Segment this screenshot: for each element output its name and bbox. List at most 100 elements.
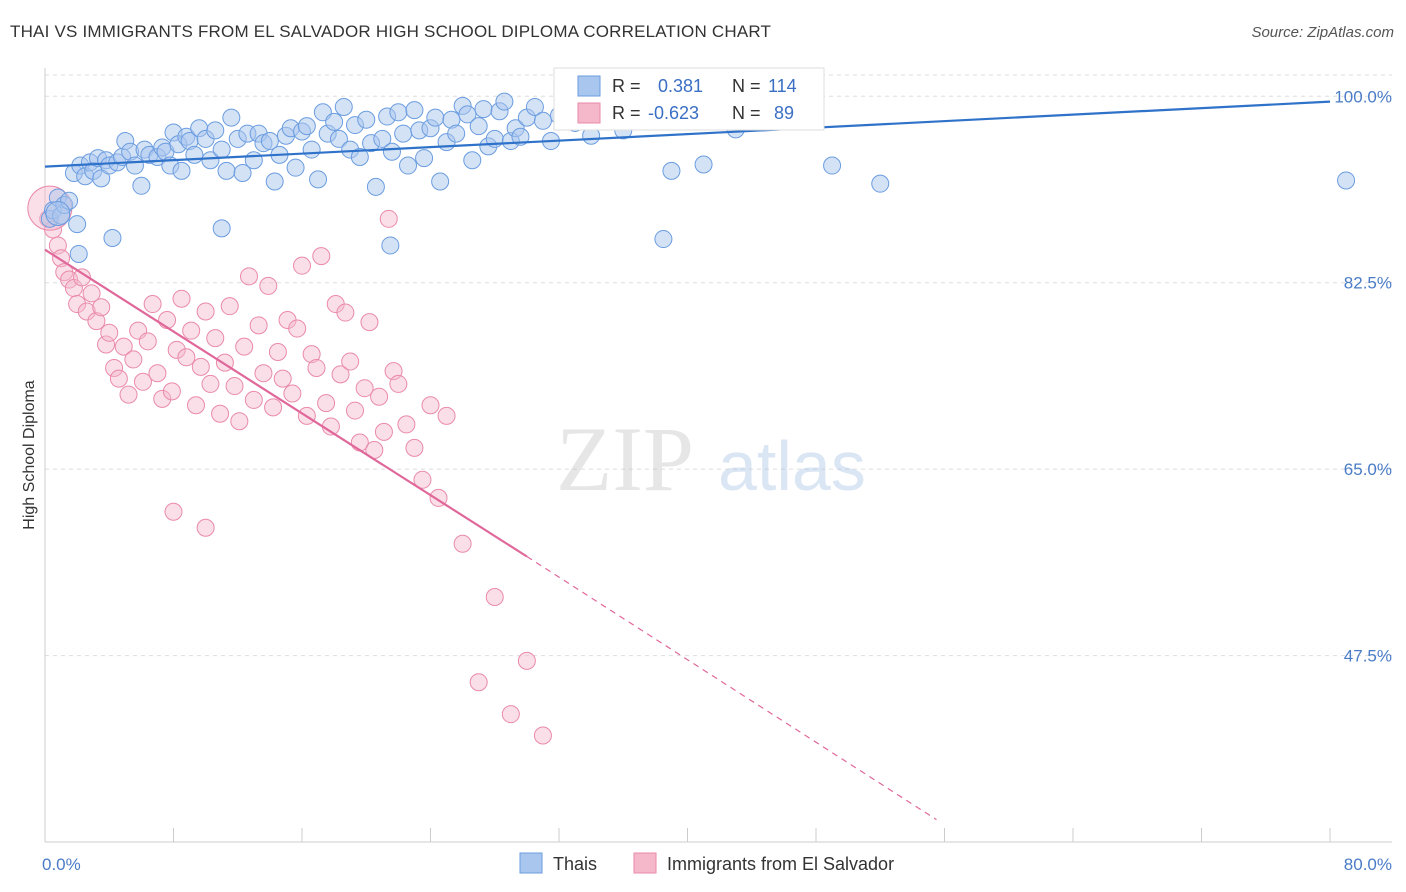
blue-point bbox=[325, 112, 344, 131]
pink-point bbox=[153, 389, 172, 408]
blue-point bbox=[334, 97, 353, 116]
pink-point bbox=[501, 705, 520, 724]
blue-point bbox=[68, 215, 87, 234]
blue-point bbox=[654, 230, 673, 249]
pink-point bbox=[293, 256, 311, 275]
x-tick-label: 0.0% bbox=[42, 855, 81, 874]
blue-point bbox=[185, 145, 204, 164]
pink-point bbox=[164, 502, 183, 521]
pink-point bbox=[517, 651, 536, 670]
pink-point bbox=[469, 673, 488, 692]
pink-point bbox=[273, 369, 292, 388]
pink-point bbox=[119, 385, 138, 404]
pink-point bbox=[138, 332, 157, 351]
watermark-zip: ZIP bbox=[556, 408, 694, 510]
pink-point bbox=[196, 302, 215, 321]
pink-point bbox=[87, 312, 106, 331]
blue-point bbox=[212, 140, 231, 159]
blue-point bbox=[302, 140, 321, 159]
pink-point bbox=[405, 438, 424, 457]
pink-point bbox=[172, 289, 191, 308]
pink-point bbox=[389, 374, 408, 393]
pink-point bbox=[206, 329, 225, 348]
legend-swatch-thais bbox=[519, 852, 543, 874]
pink-point bbox=[336, 303, 355, 322]
pink-point bbox=[331, 365, 350, 384]
blue-point bbox=[533, 111, 552, 130]
pink-point bbox=[124, 350, 143, 369]
pink-point bbox=[158, 311, 177, 330]
blue-point bbox=[389, 103, 408, 122]
pink-point bbox=[235, 337, 254, 356]
blue-point bbox=[373, 129, 392, 148]
blue-point bbox=[405, 101, 424, 120]
watermark: ZIP atlas bbox=[556, 408, 866, 510]
legend: Thais Immigrants from El Salvador bbox=[519, 852, 894, 874]
pink-point bbox=[77, 302, 96, 321]
pink-point bbox=[244, 390, 263, 409]
blue-point bbox=[222, 108, 241, 127]
stats-r-label-1: R = bbox=[612, 76, 641, 96]
pink-point bbox=[341, 352, 360, 371]
legend-label-thais: Thais bbox=[553, 854, 597, 874]
stats-n-value-1: 114 bbox=[768, 76, 797, 96]
pink-point bbox=[249, 316, 268, 335]
pink-point bbox=[485, 587, 504, 606]
blue-point bbox=[871, 174, 890, 193]
blue-point bbox=[357, 110, 376, 129]
pink-point bbox=[148, 364, 167, 383]
pink-point bbox=[360, 313, 379, 332]
pink-point bbox=[109, 369, 128, 388]
pink-point bbox=[201, 374, 220, 393]
blue-point bbox=[399, 156, 418, 175]
blue-point bbox=[662, 161, 681, 180]
x-tick-label: 80.0% bbox=[1344, 855, 1392, 874]
pink-point bbox=[97, 335, 116, 354]
pink-point bbox=[254, 364, 273, 383]
stats-n-label-1: N = bbox=[732, 76, 761, 96]
pink-point bbox=[264, 398, 283, 417]
pink-point bbox=[437, 406, 456, 425]
pink-point bbox=[307, 358, 326, 377]
blue-point bbox=[458, 105, 477, 124]
pink-point bbox=[421, 396, 440, 415]
pink-point bbox=[211, 404, 230, 423]
stats-r-label-2: R = bbox=[612, 103, 641, 123]
pink-point bbox=[533, 726, 552, 745]
pink-point bbox=[92, 298, 111, 317]
blue-point bbox=[426, 108, 445, 127]
blue-point bbox=[206, 121, 225, 140]
pink-point bbox=[114, 337, 133, 356]
pink-point bbox=[283, 384, 302, 403]
trend-line-el-salvador-extension bbox=[526, 556, 937, 821]
stats-swatch-blue bbox=[577, 75, 601, 97]
blue-point bbox=[286, 158, 305, 177]
blue-point bbox=[329, 129, 348, 148]
y-tick-label: 100.0% bbox=[1334, 87, 1392, 106]
stats-n-label-2: N = bbox=[732, 103, 761, 123]
blue-point bbox=[69, 244, 88, 263]
pink-point bbox=[374, 422, 393, 441]
pink-point bbox=[167, 340, 186, 359]
blue-point bbox=[495, 92, 514, 111]
blue-point bbox=[469, 117, 488, 136]
y-tick-label: 47.5% bbox=[1344, 647, 1392, 666]
pink-point bbox=[259, 276, 278, 295]
blue-point bbox=[45, 200, 71, 226]
blue-point bbox=[525, 97, 544, 116]
trend-line-el-salvador bbox=[44, 248, 528, 558]
blue-point bbox=[463, 151, 482, 170]
pink-point bbox=[196, 518, 215, 537]
blue-point bbox=[447, 124, 466, 143]
y-tick-labels: 47.5% 65.0% 82.5% 100.0% bbox=[1334, 87, 1392, 665]
blue-point bbox=[1337, 171, 1356, 190]
blue-point bbox=[244, 151, 263, 170]
pink-point bbox=[302, 345, 321, 364]
blue-point bbox=[125, 156, 144, 175]
pink-point bbox=[68, 295, 87, 314]
pink-point bbox=[191, 357, 210, 376]
blue-point bbox=[217, 161, 236, 180]
pink-point bbox=[288, 319, 307, 338]
blue-point bbox=[431, 172, 450, 191]
chart-title: THAI VS IMMIGRANTS FROM EL SALVADOR HIGH… bbox=[10, 22, 772, 41]
